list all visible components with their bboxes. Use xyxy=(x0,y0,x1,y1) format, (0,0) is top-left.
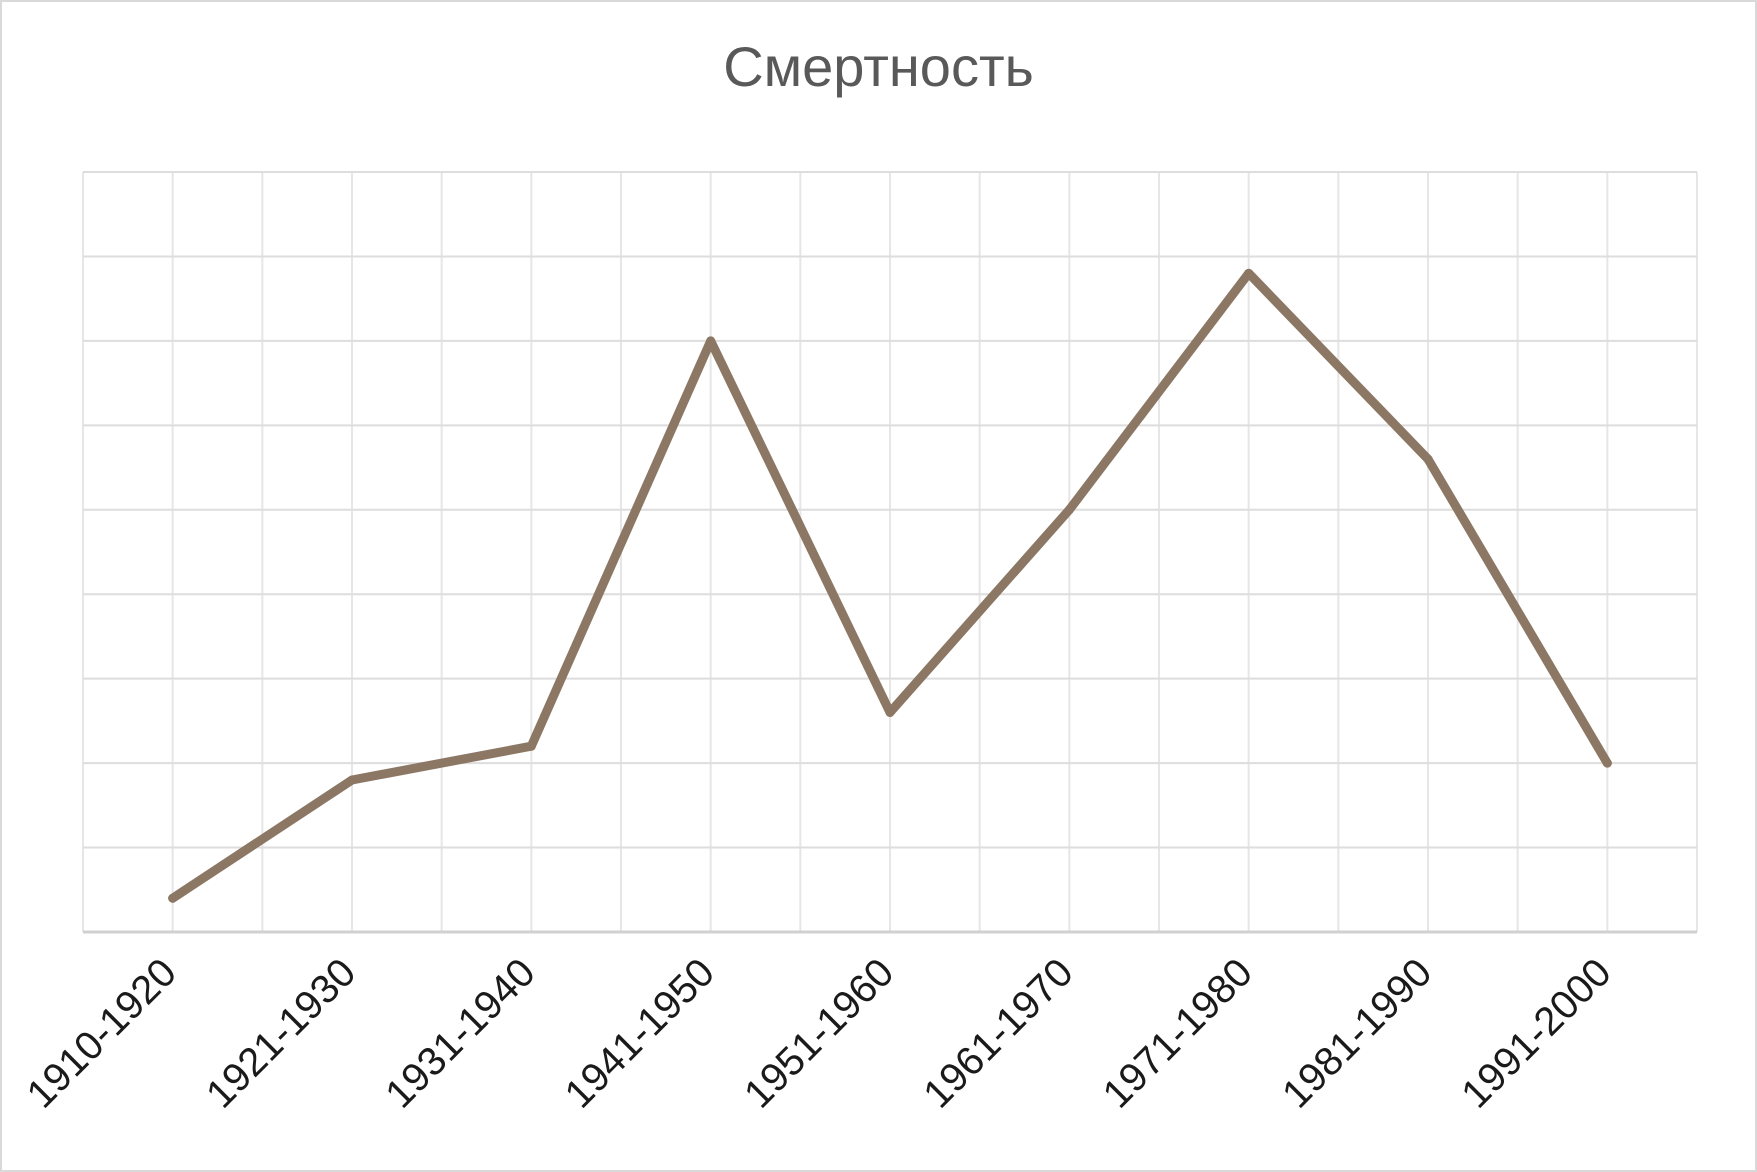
data-point xyxy=(706,336,716,346)
x-tick-label: 1961-1970 xyxy=(915,950,1081,1116)
x-tick-label: 1951-1960 xyxy=(736,950,902,1116)
data-point xyxy=(885,707,895,717)
data-point xyxy=(347,775,357,785)
x-axis-labels: 1910-1920 1921-1930 1931-1940 1941-1950 1951… xyxy=(19,950,1620,1116)
data-point xyxy=(526,741,536,751)
x-tick-label: 1931-1940 xyxy=(377,950,543,1116)
grid xyxy=(82,171,1698,934)
x-tick-label: 1941-1950 xyxy=(557,950,723,1116)
data-point xyxy=(1602,758,1612,768)
chart-title: Смертность xyxy=(723,35,1034,98)
data-point xyxy=(1244,268,1254,278)
x-tick-label: 1981-1990 xyxy=(1274,950,1440,1116)
series-layer xyxy=(168,268,1612,903)
x-tick-label: 1971-1980 xyxy=(1095,950,1261,1116)
x-tick-label: 1921-1930 xyxy=(198,950,364,1116)
x-tick-label: 1910-1920 xyxy=(19,950,185,1116)
x-tick-label: 1991-2000 xyxy=(1453,950,1619,1116)
data-point xyxy=(1423,454,1433,464)
data-point xyxy=(1064,505,1074,515)
data-point xyxy=(168,893,178,903)
